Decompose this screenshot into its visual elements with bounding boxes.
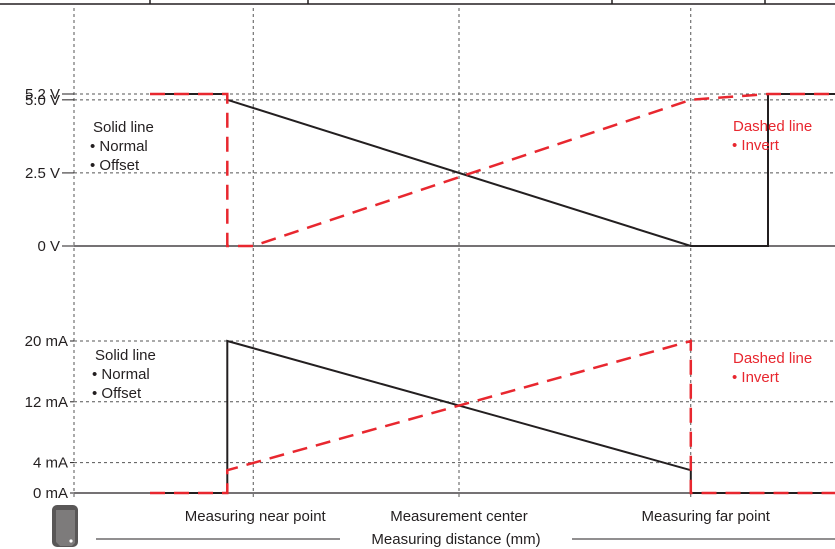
legend-solid-item: • Offset [92, 385, 142, 402]
legend-solid-item: • Normal [90, 138, 148, 155]
legend-dashed-item: • Invert [732, 137, 780, 154]
current-panel: 0 mA 4 mA 12 mA 20 mA Solid line • Normal • Of… [25, 333, 835, 502]
legend-solid-item: • Offset [90, 157, 140, 174]
vertical-gridlines [73, 8, 692, 500]
legend-solid-item: • Normal [92, 366, 150, 383]
dashed-line-series [150, 92, 835, 248]
legend-dashed-title: Dashed line [733, 118, 812, 135]
y-tick-label: 5.2 V [25, 86, 60, 103]
y-tick-label: 20 mA [25, 333, 68, 350]
x-axis: Measuring near point Measurement center Me… [96, 508, 835, 548]
y-tick-label: 4 mA [33, 455, 68, 472]
legend-dashed-item: • Invert [732, 369, 780, 386]
x-tick-label: Measuring near point [185, 508, 327, 525]
dashed-line-series [150, 339, 835, 495]
voltage-panel: 0 V 2.5 V 5.0 V5.2 V Solid line • Normal • Of… [25, 86, 835, 255]
x-axis-label: Measuring distance (mm) [371, 531, 540, 548]
top-border [0, 0, 835, 5]
y-tick-label: 5.0 V [25, 92, 60, 109]
sensor-icon [52, 505, 78, 547]
x-tick-label: Measurement center [390, 508, 528, 525]
y-tick-label: 12 mA [25, 394, 68, 411]
y-tick-label: 2.5 V [25, 165, 60, 182]
legend-dashed-title: Dashed line [733, 350, 812, 367]
legend-solid-title: Solid line [95, 347, 156, 364]
legend-solid-title: Solid line [93, 119, 154, 136]
y-tick-label: 0 mA [33, 485, 68, 502]
y-tick-label: 0 V [37, 238, 60, 255]
x-tick-label: Measuring far point [642, 508, 771, 525]
